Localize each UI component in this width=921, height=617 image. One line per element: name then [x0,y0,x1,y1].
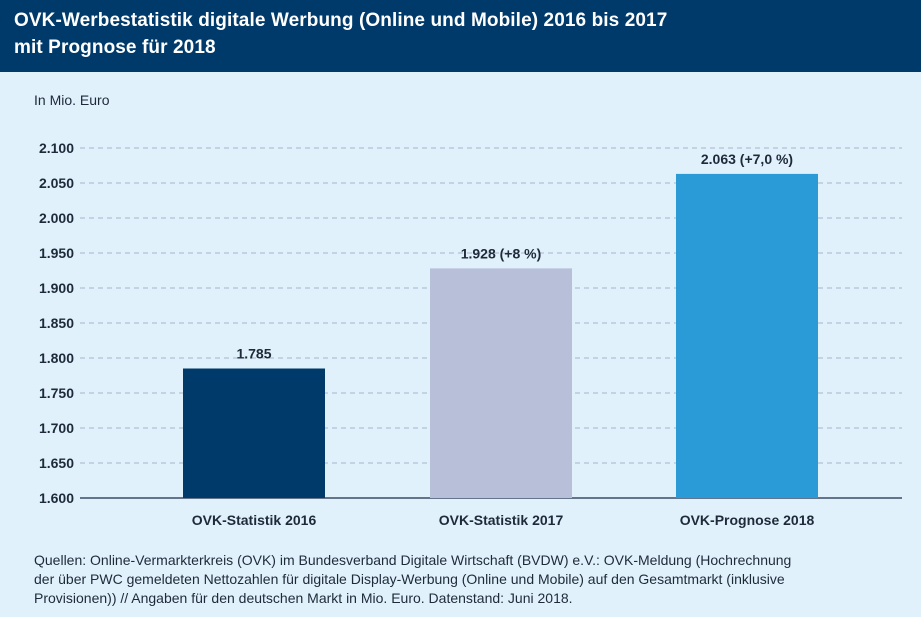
y-tick-label: 1.650 [39,455,74,471]
data-label: 1.928 (+8 %) [461,245,542,261]
y-tick-label: 1.800 [39,350,74,366]
chart-header: OVK-Werbestatistik digitale Werbung (Onl… [0,0,921,72]
source-line-1: Quellen: Online-Vermarkterkreis (OVK) im… [34,552,792,568]
data-label: 1.785 [236,346,271,362]
source-note: Quellen: Online-Vermarkterkreis (OVK) im… [34,551,894,608]
y-tick-label: 1.700 [39,420,74,436]
x-tick-label: OVK-Statistik 2016 [192,512,317,528]
bar-chart: 1.600 1.650 1.700 1.750 1.800 1.850 1.900 1.950… [39,140,902,528]
y-tick-label: 1.750 [39,385,74,401]
y-tick-label: 1.950 [39,245,74,261]
y-tick-label: 1.850 [39,315,74,331]
y-tick-label: 2.000 [39,210,74,226]
data-label: 2.063 (+7,0 %) [701,151,793,167]
bar [676,173,818,498]
unit-label: In Mio. Euro [34,92,110,108]
y-tick-label: 2.100 [39,140,74,156]
y-tick-label: 2.050 [39,175,74,191]
source-line-2: der über PWC gemeldeten Nettozahlen für … [34,571,785,587]
bar [430,268,572,498]
bar [183,368,325,498]
x-tick-label: OVK-Statistik 2017 [439,512,564,528]
chart-title-line-1: OVK-Werbestatistik digitale Werbung (Onl… [14,10,668,31]
source-line-3: Provisionen)) // Angaben für den deutsch… [34,590,573,606]
y-tick-label: 1.900 [39,280,74,296]
x-tick-label: OVK-Prognose 2018 [680,512,815,528]
y-tick-label: 1.600 [39,490,74,506]
chart-title-line-2: mit Prognose für 2018 [14,37,216,58]
